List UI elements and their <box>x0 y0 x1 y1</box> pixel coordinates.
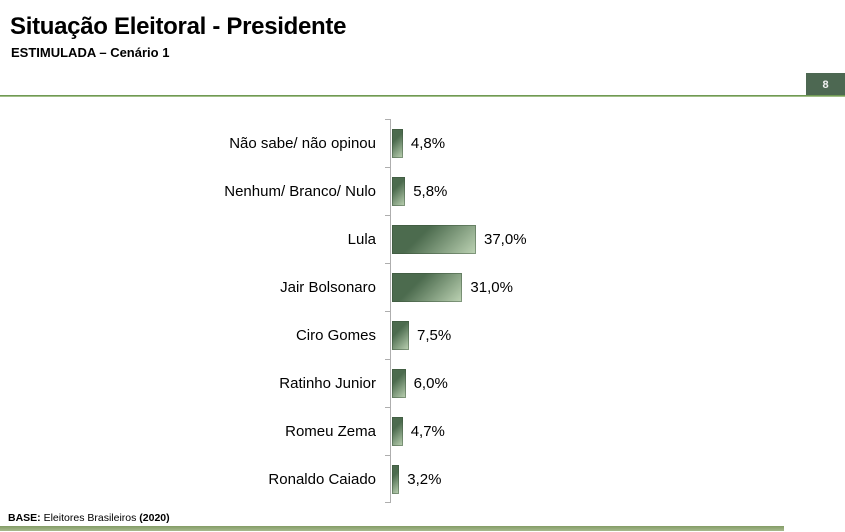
bar-area: 3,2% <box>383 464 845 494</box>
value-label: 37,0% <box>484 230 527 248</box>
value-label: 3,2% <box>407 470 442 488</box>
chart-rows: Não sabe/ não opinou 4,8% Nenhum/ Branco/ … <box>0 119 845 503</box>
bar-area: 7,5% <box>383 320 845 350</box>
page-number-badge: 8 <box>806 73 845 96</box>
bar-area: 5,8% <box>383 176 845 206</box>
bar <box>392 464 400 494</box>
base-note-label: BASE: <box>8 512 41 524</box>
bar-area: 6,0% <box>383 368 845 398</box>
base-note-text: Eleitores Brasileiros <box>40 512 140 524</box>
category-label: Lula <box>347 230 376 248</box>
value-label: 6,0% <box>413 374 448 392</box>
chart-row: Lula 37,0% <box>0 215 845 263</box>
category-label: Ciro Gomes <box>295 326 376 344</box>
bar-area: 37,0% <box>383 224 845 254</box>
category-label: Ratinho Junior <box>279 374 376 392</box>
chart-row: Ratinho Junior 6,0% <box>0 359 845 407</box>
chart-row: Romeu Zema 4,7% <box>0 407 845 455</box>
bar <box>392 176 406 206</box>
value-label: 31,0% <box>470 278 513 296</box>
bar <box>392 368 406 398</box>
footer-divider <box>0 526 784 531</box>
category-label: Jair Bolsonaro <box>280 278 376 296</box>
value-label: 4,8% <box>410 134 446 152</box>
category-label: Romeu Zema <box>285 422 376 440</box>
base-note: BASE: Eleitores Brasileiros (2020) <box>8 512 170 524</box>
value-label: 5,8% <box>413 182 448 200</box>
header-divider <box>0 95 845 97</box>
base-note-year: (2020) <box>139 512 170 524</box>
chart-row: Não sabe/ não opinou 4,8% <box>0 119 845 167</box>
category-label: Ronaldo Caiado <box>268 470 376 488</box>
bar-area: 4,7% <box>383 416 845 446</box>
bar-area: 4,8% <box>383 128 845 158</box>
chart-row: Ronaldo Caiado 3,2% <box>0 455 845 503</box>
page-subtitle: ESTIMULADA – Cenário 1 <box>11 45 170 60</box>
bar <box>392 224 476 254</box>
bar <box>392 272 463 302</box>
page-title: Situação Eleitoral - Presidente <box>10 13 347 40</box>
bar <box>392 320 409 350</box>
bar-chart: Não sabe/ não opinou 4,8% Nenhum/ Branco/ … <box>0 119 845 503</box>
bar <box>392 128 403 158</box>
bar <box>392 416 403 446</box>
chart-row: Nenhum/ Branco/ Nulo 5,8% <box>0 167 845 215</box>
category-label: Não sabe/ não opinou <box>229 134 376 152</box>
bar-area: 31,0% <box>383 272 845 302</box>
chart-row: Ciro Gomes 7,5% <box>0 311 845 359</box>
value-label: 4,7% <box>410 422 445 440</box>
category-label: Nenhum/ Branco/ Nulo <box>224 182 376 200</box>
chart-row: Jair Bolsonaro 31,0% <box>0 263 845 311</box>
value-label: 7,5% <box>417 326 452 344</box>
